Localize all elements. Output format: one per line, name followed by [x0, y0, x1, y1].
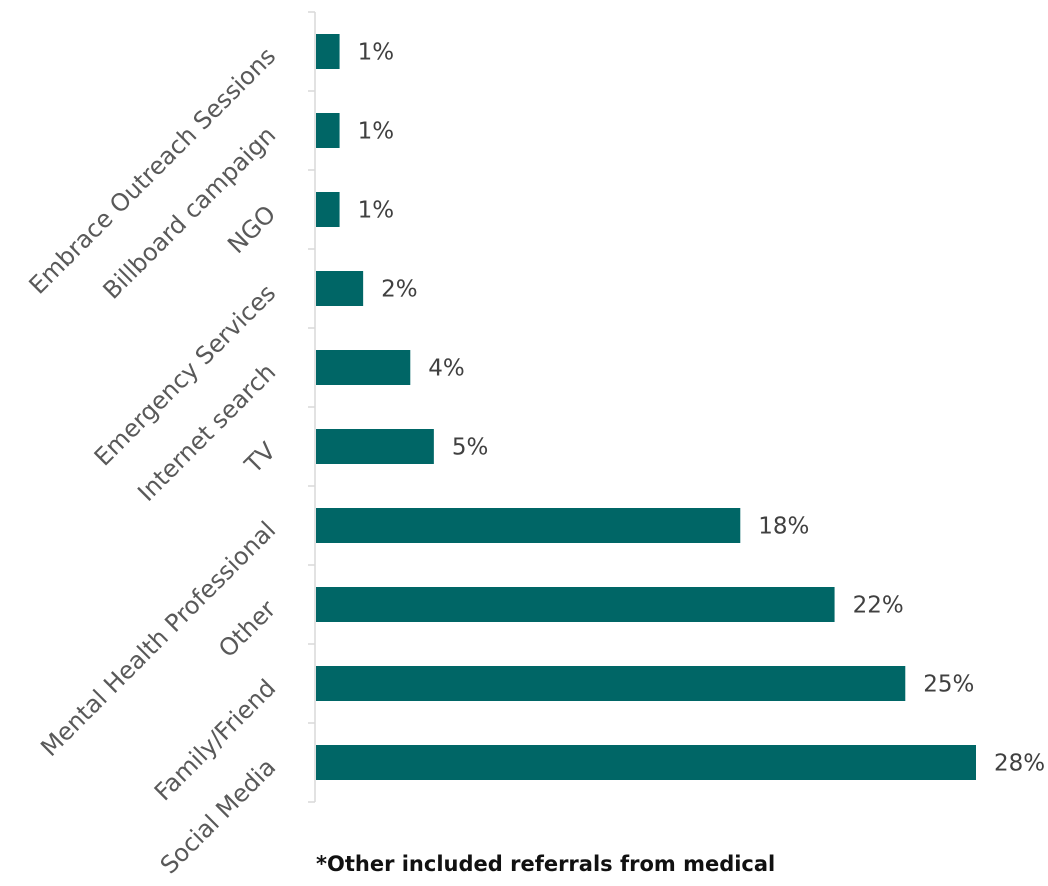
category-label: Other: [213, 595, 281, 663]
data-label: 22%: [853, 593, 904, 619]
data-label: 5%: [452, 435, 489, 461]
bar: [316, 113, 340, 148]
axis-layer: [308, 11, 316, 803]
bar: [316, 350, 411, 385]
data-label: 18%: [758, 514, 809, 540]
data-label: 1%: [358, 40, 395, 66]
bar: [316, 34, 340, 69]
bar: [316, 587, 835, 622]
data-label: 1%: [358, 198, 395, 224]
data-label: 25%: [923, 672, 974, 698]
bar: [316, 271, 364, 306]
data-label: 28%: [994, 751, 1045, 777]
bar: [316, 666, 906, 701]
data-label: 2%: [381, 277, 418, 303]
bars-layer: 1% 1% 1% 2% 4% 5% 18% 22% 25% 28%: [316, 34, 1045, 780]
data-label: 4%: [428, 356, 465, 382]
bar: [316, 429, 434, 464]
footnote: *Other included referrals from medical p…: [316, 852, 776, 886]
data-label: 1%: [358, 119, 395, 145]
category-label: TV: [239, 437, 282, 480]
bar: [316, 745, 976, 780]
category-label: Internet search: [132, 358, 281, 507]
bar: [316, 508, 741, 543]
bar: [316, 192, 340, 227]
category-label: NGO: [222, 200, 281, 259]
